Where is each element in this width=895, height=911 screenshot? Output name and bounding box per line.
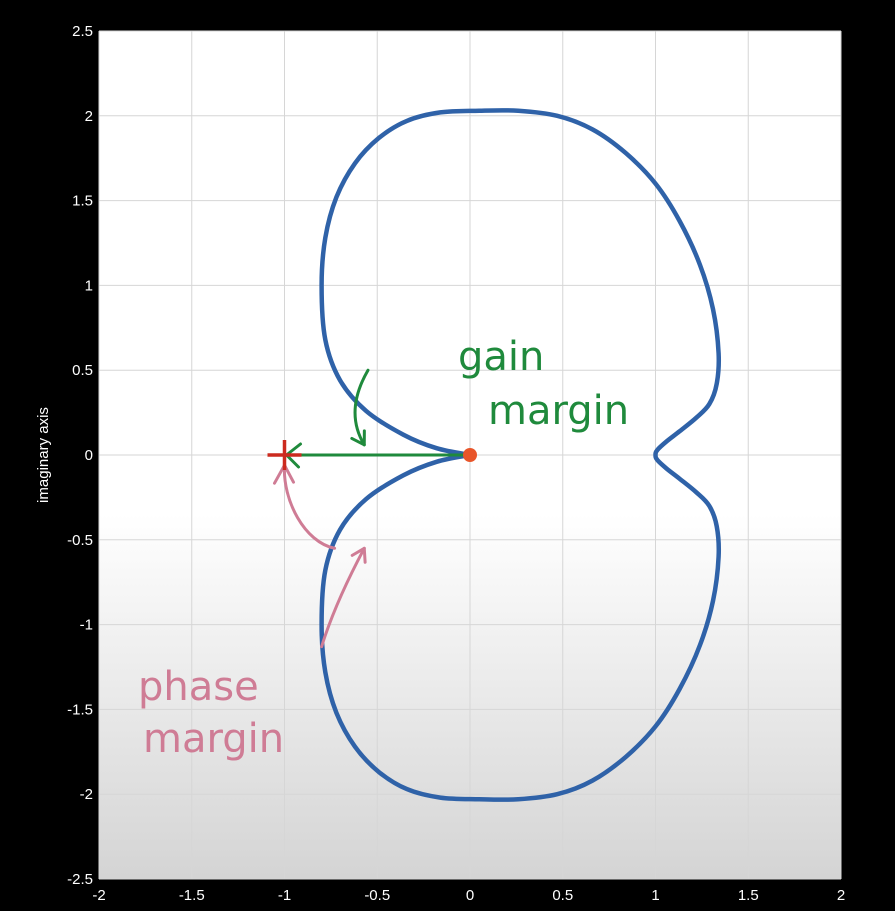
x-tick-label: 1.5 [738,887,759,904]
y-tick-labels: -2.5 -2 -1.5 -1 -0.5 0 0.5 1 1.5 2 2.5 [67,23,93,888]
y-tick-label: -0.5 [67,532,93,549]
annotation-text-line: gain [458,334,544,380]
annotation-leader-arrow [353,368,370,447]
series-layer [319,108,722,802]
annotation-text-line: phase [138,664,259,710]
y-tick-label: -1.5 [67,701,93,718]
y-tick-label: 2.5 [72,23,93,40]
x-tick-label: -2 [92,887,105,904]
y-tick-label: -2.5 [67,871,93,888]
x-tick-label: 2 [837,887,845,904]
y-tick-label: -2 [80,786,93,803]
x-tick-label: 0.5 [552,887,573,904]
y-tick-label: 0 [85,447,93,464]
x-tick-label: -1 [278,887,291,904]
annotation-leader-arrow [320,546,366,649]
y-tick-label: -1 [80,617,93,634]
annotation-leader-arrowhead [350,429,366,447]
x-tick-labels: -2 -1.5 -1 -0.5 0 0.5 1 1.5 2 [92,887,845,904]
critical-point-marker [267,440,302,470]
y-axis-label: imaginary axis [35,407,52,503]
x-tick-label: -1.5 [179,887,205,904]
annotation-layer: gain margin phase margin [138,334,629,762]
y-tick-label: 2 [85,108,93,125]
marker-layer [267,440,477,470]
y-tick-label: 1 [85,277,93,294]
y-tick-label: 0.5 [72,362,93,379]
origin-marker [463,448,477,462]
annotation-text-line: margin [488,388,629,434]
phase-margin-arc [282,463,337,550]
x-tick-label: -0.5 [364,887,390,904]
annotation-text-line: margin [143,716,284,762]
x-tick-label: 0 [466,887,474,904]
annotation-leader-arrowhead [350,546,367,564]
nyquist-curve [319,108,722,802]
x-tick-label: 1 [651,887,659,904]
y-tick-label: 1.5 [72,193,93,210]
